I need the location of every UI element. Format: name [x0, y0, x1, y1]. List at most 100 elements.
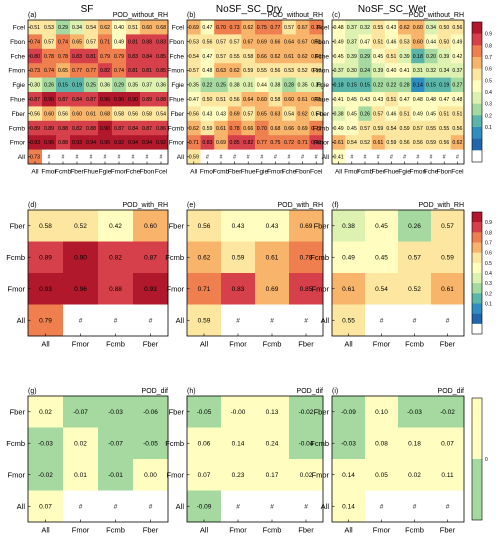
cell-value-label: 0.45: [426, 111, 436, 117]
cell-value-label: 0.41: [334, 155, 344, 161]
heatmap-cell: [371, 149, 386, 165]
cell-value-label: 0.53: [311, 68, 321, 74]
heatmap-cell: [332, 106, 346, 122]
cell-value-label: 0.62: [298, 111, 308, 117]
cell-value-label: 0.49: [334, 126, 344, 132]
panel-label: (f): [332, 202, 339, 209]
heatmap-cell: [309, 149, 324, 165]
cell-value-label: #: [149, 318, 153, 325]
colorbar-swatch: [472, 283, 482, 294]
cell-value-label: 0.39: [347, 54, 357, 60]
cell-value-label: #: [149, 504, 153, 511]
heatmap-cell: [187, 396, 222, 428]
cell-value-label: 0.25: [86, 83, 96, 89]
heatmap-cell: [268, 92, 283, 107]
heatmap-cell: [42, 149, 57, 165]
heatmap-cell: [200, 48, 215, 64]
cell-value-label: 0.43: [373, 97, 383, 103]
cell-value-label: -0.03: [38, 441, 53, 448]
cell-value-label: 0.81: [128, 39, 138, 45]
cell-value-label: 0.78: [300, 255, 313, 262]
cell-value-label: 0.82: [100, 68, 110, 74]
panel-frame: [331, 19, 465, 165]
heatmap-cell: [42, 48, 57, 64]
heatmap-cell: [398, 106, 412, 122]
x-tick-label: Fhue: [241, 169, 256, 176]
heatmap-cell: [411, 106, 425, 122]
heatmap-cell: [84, 48, 99, 64]
heatmap-cell: [282, 34, 297, 50]
cell-value-label: 0.63: [216, 68, 226, 74]
cell-value-label: 0.47: [189, 97, 199, 103]
heatmap-cell: [56, 120, 71, 136]
cell-value-label: 0.77: [257, 140, 267, 146]
heatmap-cell: [98, 34, 113, 50]
heatmap-cell: [411, 135, 425, 150]
panel-frame: [186, 19, 324, 165]
colorbar: 0.9 0.8 0.7 0.6 0.5 0.4 0.3 0.2 0.1: [471, 211, 492, 335]
heatmap-cell: [140, 77, 155, 93]
heatmap-cell: [282, 135, 297, 150]
x-tick-label: All: [335, 169, 343, 176]
heatmap-cell: [28, 63, 43, 78]
heatmap-cell: [241, 120, 256, 136]
cell-value-label: 0.81: [86, 54, 96, 60]
heatmap-cell: [187, 490, 222, 523]
heatmap-cell: [268, 34, 283, 50]
x-tick-label: Fcmb: [263, 526, 282, 535]
panel-frame: [27, 395, 169, 523]
cell-value-label: 0.93: [144, 286, 157, 293]
x-tick-label: Fcmb: [357, 169, 374, 176]
panel-title: POD_dif: [142, 388, 169, 395]
cell-value-label: 0.56: [400, 140, 410, 146]
heatmap-cell: [255, 48, 269, 64]
cell-value-label: 0.07: [39, 504, 52, 511]
heatmap-cell: [345, 20, 359, 35]
heatmap-cell: [63, 427, 99, 460]
heatmap-cell: [411, 77, 425, 93]
heatmap-cell: [424, 20, 438, 35]
heatmap-cell: [398, 120, 412, 136]
cell-value-label: #: [380, 318, 384, 325]
heatmap-cell: [255, 304, 290, 337]
cell-value-label: 0.58: [39, 223, 52, 230]
cell-value-label: 0.79: [39, 318, 52, 325]
cell-value-label: 0.46: [386, 111, 396, 117]
cell-value-label: 0.61: [373, 140, 383, 146]
cell-value-label: 0.68: [156, 25, 166, 31]
colorbar-swatch: [472, 242, 482, 253]
heatmap-cell: [227, 48, 242, 64]
x-tick-label: All: [41, 526, 50, 535]
heatmap-cell: [84, 77, 99, 93]
cell-value-label: 0.56: [202, 39, 212, 45]
heatmap-cell: [133, 427, 169, 460]
cell-value-label: 0.26: [360, 111, 370, 117]
heatmap-cell: [187, 77, 201, 93]
heatmap-cell: [154, 106, 169, 122]
cell-value-label: 0.86: [156, 126, 166, 132]
x-tick-label: Fhue: [384, 169, 399, 176]
cell-value-label: 0.43: [266, 223, 279, 230]
heatmap-cell: [431, 396, 465, 428]
colorbar-swatch: [472, 323, 482, 335]
cell-value-label: 0.10: [375, 409, 388, 416]
heatmap-cell: [345, 34, 359, 50]
heatmap-cell: [154, 149, 169, 165]
heatmap-cell: [70, 135, 85, 150]
cell-value-label: 0.31: [413, 68, 423, 74]
heatmap-cell: [56, 20, 71, 35]
heatmap-cell: [268, 63, 283, 78]
panel-label: (e): [187, 202, 196, 209]
heatmap-cell: [221, 210, 256, 242]
heatmap-cell: [431, 459, 465, 491]
heatmap-cell: [133, 241, 169, 274]
cell-value-label: 0.69: [266, 286, 279, 293]
cell-value-label: 0.83: [202, 140, 212, 146]
x-tick-label: Fcmb: [405, 340, 424, 349]
heatmap-cell: [98, 427, 134, 460]
cell-value-label: 0.01: [74, 472, 87, 479]
cell-value-label: 0.71: [189, 140, 199, 146]
heatmap-cell: [332, 241, 366, 274]
cell-value-label: #: [132, 155, 135, 161]
cell-value-label: 0.88: [86, 126, 96, 132]
